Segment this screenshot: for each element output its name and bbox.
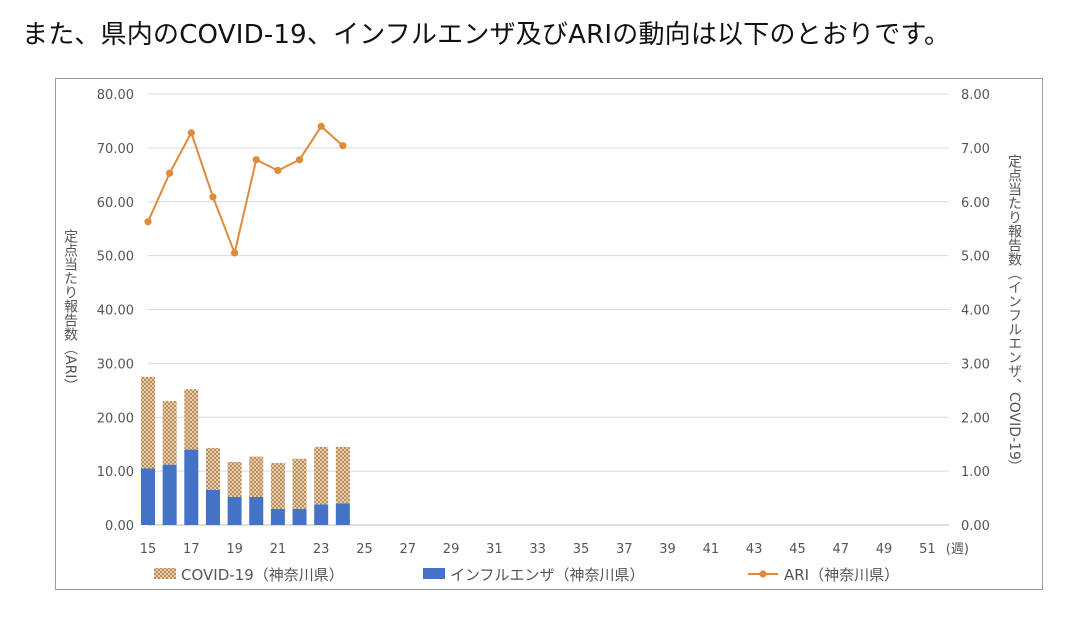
influenza-bar (292, 508, 307, 525)
covid-bar (270, 463, 285, 509)
influenza-bar (249, 496, 264, 525)
covid-bar (141, 376, 155, 469)
legend-swatch-ari-marker (759, 570, 767, 578)
legend-swatch-influenza (423, 568, 445, 579)
x-tick-label: 25 (356, 542, 373, 557)
left-axis-label: 定点当たり報告数（ARI） (62, 229, 78, 392)
left-tick-label: 10.00 (97, 465, 134, 480)
covid-bar (314, 446, 329, 505)
covid-bar (162, 401, 177, 465)
legend-label-ari: ARI（神奈川県） (784, 566, 899, 584)
right-tick-label: 5.00 (961, 250, 990, 265)
influenza-bar (162, 464, 177, 525)
x-tick-label: 51 (919, 542, 936, 557)
covid-bar (249, 456, 264, 497)
ari-point (166, 169, 174, 177)
right-tick-label: 2.00 (961, 411, 990, 426)
covid-bar (205, 447, 220, 490)
x-axis-ticks: 15 17 19 21 23 25 27 29 31 33 35 37 39 41 43 45 47 49 51 (140, 542, 936, 557)
chart-frame: 0.00 10.00 20.00 30.00 40.00 50.00 60.00 70.00 8… (55, 78, 1043, 590)
right-tick-label: 8.00 (961, 88, 990, 103)
x-tick-label: 45 (789, 542, 806, 557)
influenza-bar (141, 468, 155, 525)
left-tick-label: 30.00 (97, 357, 134, 372)
left-tick-label: 20.00 (97, 411, 134, 426)
right-tick-label: 0.00 (961, 519, 990, 534)
x-tick-label: 23 (313, 542, 330, 557)
covid-bar (292, 458, 307, 509)
left-axis-ticks: 0.00 10.00 20.00 30.00 40.00 50.00 60.00 70.00 8… (97, 88, 134, 534)
x-tick-label: 31 (486, 542, 503, 557)
ari-point (187, 129, 195, 137)
x-tick-label: 29 (443, 542, 460, 557)
x-tick-label: 15 (140, 542, 157, 557)
grid-lines (148, 93, 949, 526)
x-tick-label: 47 (832, 542, 849, 557)
chart: 0.00 10.00 20.00 30.00 40.00 50.00 60.00 70.00 8… (62, 88, 1022, 584)
ari-point (209, 193, 217, 201)
legend-item-covid: COVID-19（神奈川県） (154, 566, 344, 584)
ari-line-series (144, 122, 347, 257)
ari-point (274, 166, 282, 175)
influenza-bar (335, 503, 350, 525)
right-tick-label: 7.00 (961, 142, 990, 157)
x-tick-label: 41 (703, 542, 720, 557)
ari-point (252, 156, 260, 164)
legend-item-influenza: インフルエンザ（神奈川県） (423, 566, 645, 584)
right-axis-ticks: 0.00 1.00 2.00 3.00 4.00 5.00 6.00 7.00 8.00 (961, 88, 990, 534)
left-tick-label: 0.00 (105, 519, 134, 534)
influenza-bar (270, 508, 285, 525)
x-tick-label: 21 (270, 542, 287, 557)
right-axis-label: 定点当たり報告数（インフルエンザ、COVID-19） (1006, 154, 1022, 474)
left-tick-label: 60.00 (97, 196, 134, 211)
left-tick-label: 40.00 (97, 304, 134, 319)
legend-label-influenza: インフルエンザ（神奈川県） (450, 566, 645, 584)
x-tick-label: 27 (400, 542, 417, 557)
influenza-bar (227, 496, 242, 525)
legend-swatch-covid (154, 568, 176, 579)
ari-point (317, 122, 325, 130)
covid-bar (335, 446, 350, 504)
legend-item-ari: ARI（神奈川県） (748, 566, 899, 584)
legend: COVID-19（神奈川県） インフルエンザ（神奈川県） ARI（神奈川県） (154, 566, 899, 584)
x-tick-label: 39 (659, 542, 676, 557)
influenza-bar (184, 449, 199, 525)
influenza-bar (314, 504, 329, 525)
right-tick-label: 3.00 (961, 357, 990, 372)
page-heading: また、県内のCOVID-19、インフルエンザ及びARIの動向は以下のとおりです。 (22, 20, 951, 50)
x-tick-label: 37 (616, 542, 633, 557)
left-tick-label: 80.00 (97, 88, 134, 103)
bars (141, 376, 350, 525)
left-tick-label: 50.00 (97, 250, 134, 265)
x-tick-label: 19 (226, 542, 243, 557)
right-tick-label: 1.00 (961, 465, 990, 480)
left-tick-label: 70.00 (97, 142, 134, 157)
ari-line (147, 124, 344, 257)
legend-label-covid: COVID-19（神奈川県） (181, 566, 344, 584)
covid-bar (227, 461, 242, 497)
x-tick-label: 35 (573, 542, 590, 557)
influenza-bar (205, 489, 220, 525)
ari-point (339, 142, 347, 150)
right-tick-label: 6.00 (961, 196, 990, 211)
right-tick-label: 4.00 (961, 304, 990, 319)
x-axis-label: (週) (946, 542, 969, 557)
x-tick-label: 33 (529, 542, 546, 557)
x-tick-label: 17 (183, 542, 200, 557)
x-tick-label: 49 (876, 542, 893, 557)
ari-point (144, 218, 152, 226)
x-tick-label: 43 (746, 542, 763, 557)
ari-point (230, 249, 239, 257)
ari-point (295, 156, 304, 164)
covid-bar (184, 389, 199, 450)
